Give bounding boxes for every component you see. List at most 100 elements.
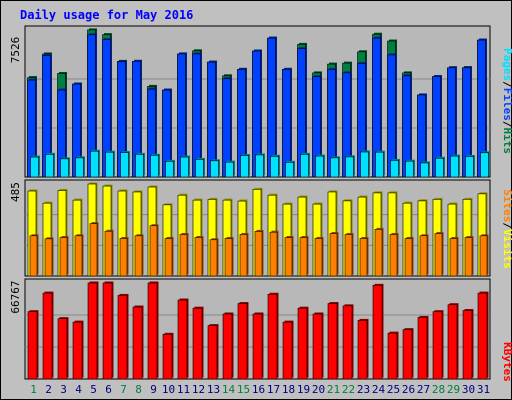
bar-kbytes-29 [447,304,458,380]
bar-pages-1 [30,156,39,178]
bar-pages-25 [390,160,399,178]
bar-kbytes-14 [222,313,233,380]
bar-kbytes-23 [357,320,368,380]
legend-item-1-1: / [501,222,512,229]
bar-pages-13 [210,160,219,178]
bar-kbytes-5 [87,282,98,380]
kbytes-panel: 66767 KBytes [9,278,512,382]
legend-item-0-1: / [501,81,512,88]
bar-sites-10 [164,238,173,277]
day-label-5: 5 [90,383,97,396]
day-label-27: 27 [417,383,430,396]
legend-item-0-2: Files [501,88,512,121]
bar-pages-23 [360,151,369,178]
bar-pages-3 [60,158,69,178]
bar-kbytes-27 [417,317,428,380]
bar-kbytes-12 [192,307,203,380]
bar-sites-23 [359,238,368,277]
day-label-20: 20 [312,383,325,396]
bar-kbytes-18 [282,321,293,380]
day-label-2: 2 [45,383,52,396]
bar-pages-21 [330,157,339,178]
visitors-ymax-label: 485 [9,182,22,202]
bar-sites-4 [74,235,83,277]
bar-kbytes-19 [297,307,308,380]
bar-sites-30 [464,237,473,277]
bar-sites-29 [449,238,458,277]
bar-pages-12 [195,159,204,178]
legend-item-0-0: Pages [501,48,512,81]
kbytes-ymax-label: 66767 [9,280,22,313]
bar-kbytes-30 [462,310,473,380]
day-label-23: 23 [357,383,370,396]
bar-sites-25 [389,234,398,277]
visitors-panel: 485 Sites/Visits [9,179,512,277]
bar-kbytes-11 [177,299,188,380]
bar-kbytes-3 [57,318,68,380]
bar-pages-17 [270,155,279,178]
requests-legend: Pages/Files/Hits [501,48,512,154]
day-label-30: 30 [462,383,475,396]
day-label-6: 6 [105,383,112,396]
bar-sites-14 [224,238,233,277]
bar-pages-15 [240,155,249,178]
day-label-7: 7 [120,383,127,396]
bar-kbytes-13 [207,325,218,380]
legend-item-0-3: / [501,121,512,128]
day-label-9: 9 [150,383,157,396]
bar-sites-20 [314,238,323,277]
bar-pages-11 [180,156,189,178]
day-label-3: 3 [60,383,67,396]
bar-sites-12 [194,237,203,277]
bar-sites-13 [209,239,218,277]
bar-kbytes-15 [237,303,248,380]
bar-pages-29 [450,155,459,178]
bar-pages-26 [405,160,414,178]
bar-sites-27 [419,235,428,277]
bar-kbytes-8 [132,306,143,380]
day-label-17: 17 [267,383,280,396]
day-label-10: 10 [162,383,175,396]
bar-kbytes-16 [252,313,263,380]
day-label-22: 22 [342,383,355,396]
bar-pages-22 [345,156,354,178]
bar-kbytes-6 [102,282,113,380]
bar-kbytes-4 [72,321,83,380]
bar-pages-28 [435,157,444,178]
bar-sites-9 [149,225,158,277]
day-label-14: 14 [222,383,236,396]
bar-kbytes-17 [267,293,278,380]
bar-sites-19 [299,237,308,277]
legend-item-0-4: Hits [501,128,512,155]
bar-pages-20 [315,155,324,178]
day-label-24: 24 [372,383,386,396]
requests-ymax-label: 7526 [9,37,22,64]
bar-pages-9 [150,155,159,178]
bar-kbytes-25 [387,332,398,380]
bar-sites-16 [254,231,263,277]
bar-kbytes-7 [117,295,128,380]
bar-kbytes-20 [312,313,323,380]
day-label-4: 4 [75,383,82,396]
bar-files-25 [387,54,396,178]
visitors-legend: Sites/Visits [501,189,512,269]
legend-item-2-0: KBytes [501,342,512,382]
bar-pages-4 [75,157,84,178]
day-label-16: 16 [252,383,265,396]
bar-sites-15 [239,234,248,277]
bar-pages-27 [420,162,429,178]
bar-sites-21 [329,233,338,277]
day-label-12: 12 [192,383,205,396]
bar-sites-5 [89,223,98,277]
bar-kbytes-26 [402,329,413,380]
bar-sites-1 [29,235,38,277]
kbytes-legend: KBytes [501,342,512,382]
day-label-29: 29 [447,383,460,396]
bar-kbytes-9 [147,282,158,380]
legend-item-1-0: Sites [501,189,512,222]
day-label-26: 26 [402,383,415,396]
day-axis: 1 2 3 4 5 6 7 8 9 10 11 12 13 14 15 16 17 18 19 20 21 22 23 24 2… [30,383,490,396]
bar-sites-28 [434,233,443,277]
day-label-28: 28 [432,383,445,396]
bar-pages-8 [135,154,144,178]
